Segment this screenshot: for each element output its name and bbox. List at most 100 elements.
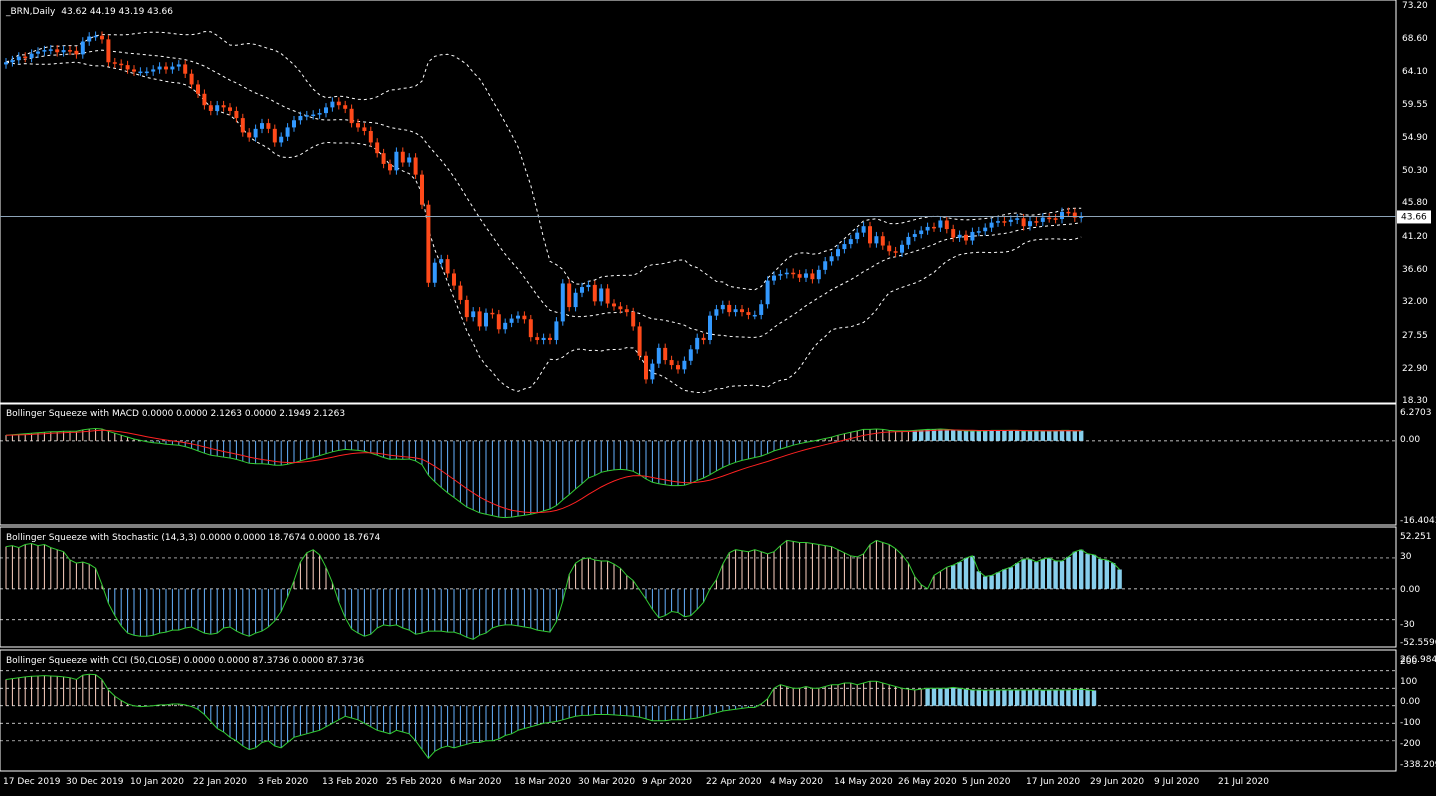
candle-body [554, 321, 559, 341]
candle-body [407, 157, 412, 163]
histogram-bar [1091, 690, 1097, 706]
candle-body [714, 309, 719, 316]
stoch-axis: 52.251 30 0.00 -30 -52.5596 [1400, 532, 1436, 648]
upper-band [5, 31, 1082, 291]
stochastic-histogram[interactable] [0, 539, 1396, 640]
cci-axis: 266.984 200 100 0.00 -100 -200 -338.209 [1400, 655, 1436, 770]
histogram-bar [995, 572, 1001, 589]
histogram-bar [976, 571, 981, 589]
candle-body [452, 273, 456, 286]
candle-body [381, 153, 386, 164]
candle-body [260, 123, 264, 129]
candlestick-series[interactable] [4, 31, 1084, 384]
date-axis[interactable]: 17 Dec 2019 30 Dec 2019 10 Jan 2020 22 J… [3, 777, 1269, 787]
candle-body [548, 337, 552, 341]
histogram-bar [1047, 430, 1052, 441]
macd-tick: -16.4043 [1400, 516, 1436, 526]
price-tick: 54.90 [1402, 133, 1428, 143]
histogram-bar [1008, 430, 1013, 441]
histogram-bar [1027, 430, 1033, 441]
cci-histogram[interactable] [0, 670, 1396, 760]
candle-body [733, 309, 738, 313]
cci-tick: 200 [1400, 657, 1417, 667]
candle-body [560, 283, 565, 322]
histogram-bar [944, 688, 949, 706]
candle-body [445, 259, 450, 274]
price-tick: 45.80 [1402, 198, 1428, 208]
candle-body [112, 62, 117, 64]
candle-body [644, 355, 648, 380]
histogram-bar [1040, 558, 1045, 589]
candle-body [368, 130, 373, 143]
candle-body [336, 101, 341, 106]
candle-body [132, 69, 136, 72]
macd-tick: 6.2703 [1400, 408, 1432, 418]
candle-body [279, 136, 284, 143]
candle-body [746, 312, 751, 315]
macd-panel-frame[interactable] [0, 403, 1397, 526]
date-tick: 30 Dec 2019 [66, 777, 124, 787]
price-tick: 32.00 [1402, 297, 1428, 307]
candle-body [759, 304, 764, 315]
histogram-bar [1027, 689, 1033, 706]
price-tick: 68.60 [1402, 34, 1428, 44]
signal-line [5, 429, 1082, 514]
price-axis[interactable]: 73.20 68.60 64.10 59.55 54.90 50.30 45.8… [1402, 1, 1428, 406]
date-tick: 9 Jul 2020 [1154, 777, 1199, 787]
histogram-bar [919, 429, 924, 441]
candle-body [503, 322, 508, 330]
candle-body [87, 36, 92, 42]
candle-body [23, 56, 28, 59]
candle-body [292, 120, 296, 128]
histogram-bar [1072, 430, 1077, 441]
histogram-bar [976, 430, 981, 441]
candle-body [1015, 218, 1020, 220]
candle-body [208, 105, 213, 111]
candle-body [311, 114, 316, 117]
candle-body [964, 234, 968, 241]
candle-body [791, 272, 796, 275]
candle-body [471, 311, 476, 318]
candle-body [605, 288, 610, 304]
candle-body [151, 69, 156, 72]
candle-body [36, 51, 40, 54]
candle-body [919, 230, 924, 235]
candle-body [304, 115, 309, 117]
histogram-bar [976, 689, 981, 706]
candle-body [951, 229, 956, 238]
candle-body [1008, 219, 1013, 222]
histogram-bar [1015, 430, 1020, 441]
candle-body [650, 363, 655, 380]
macd-histogram[interactable] [0, 427, 1396, 519]
stoch-tick: 0.00 [1400, 585, 1420, 595]
date-tick: 14 May 2020 [834, 777, 893, 787]
date-tick: 5 Jun 2020 [962, 777, 1011, 787]
candle-body [516, 315, 520, 319]
candle-body [48, 49, 53, 51]
candle-body [362, 127, 367, 131]
candle-body [477, 311, 482, 327]
histogram-bar [1117, 569, 1122, 589]
histogram-bar [1098, 558, 1103, 589]
date-tick: 22 Jan 2020 [193, 777, 247, 787]
histogram-bar [931, 429, 937, 441]
candle-body [138, 71, 143, 74]
histogram-bar [1059, 561, 1065, 589]
candle-body [925, 226, 930, 231]
cci-panel-frame[interactable] [0, 649, 1397, 772]
price-tick: 41.20 [1402, 232, 1428, 242]
stoch-panel-frame[interactable] [0, 526, 1397, 648]
cci-tick: 266.984 [1400, 655, 1436, 665]
candle-body [599, 288, 604, 302]
price-panel-frame[interactable] [0, 0, 1397, 404]
price-tick: 18.30 [1402, 396, 1428, 406]
histogram-bar [1053, 430, 1058, 441]
histogram-bar [970, 430, 975, 441]
price-tick: 27.55 [1402, 331, 1428, 341]
histogram-bar [1104, 559, 1109, 589]
candle-body [695, 337, 700, 350]
candle-body [68, 50, 72, 52]
cci-tick: 0.00 [1400, 697, 1420, 707]
